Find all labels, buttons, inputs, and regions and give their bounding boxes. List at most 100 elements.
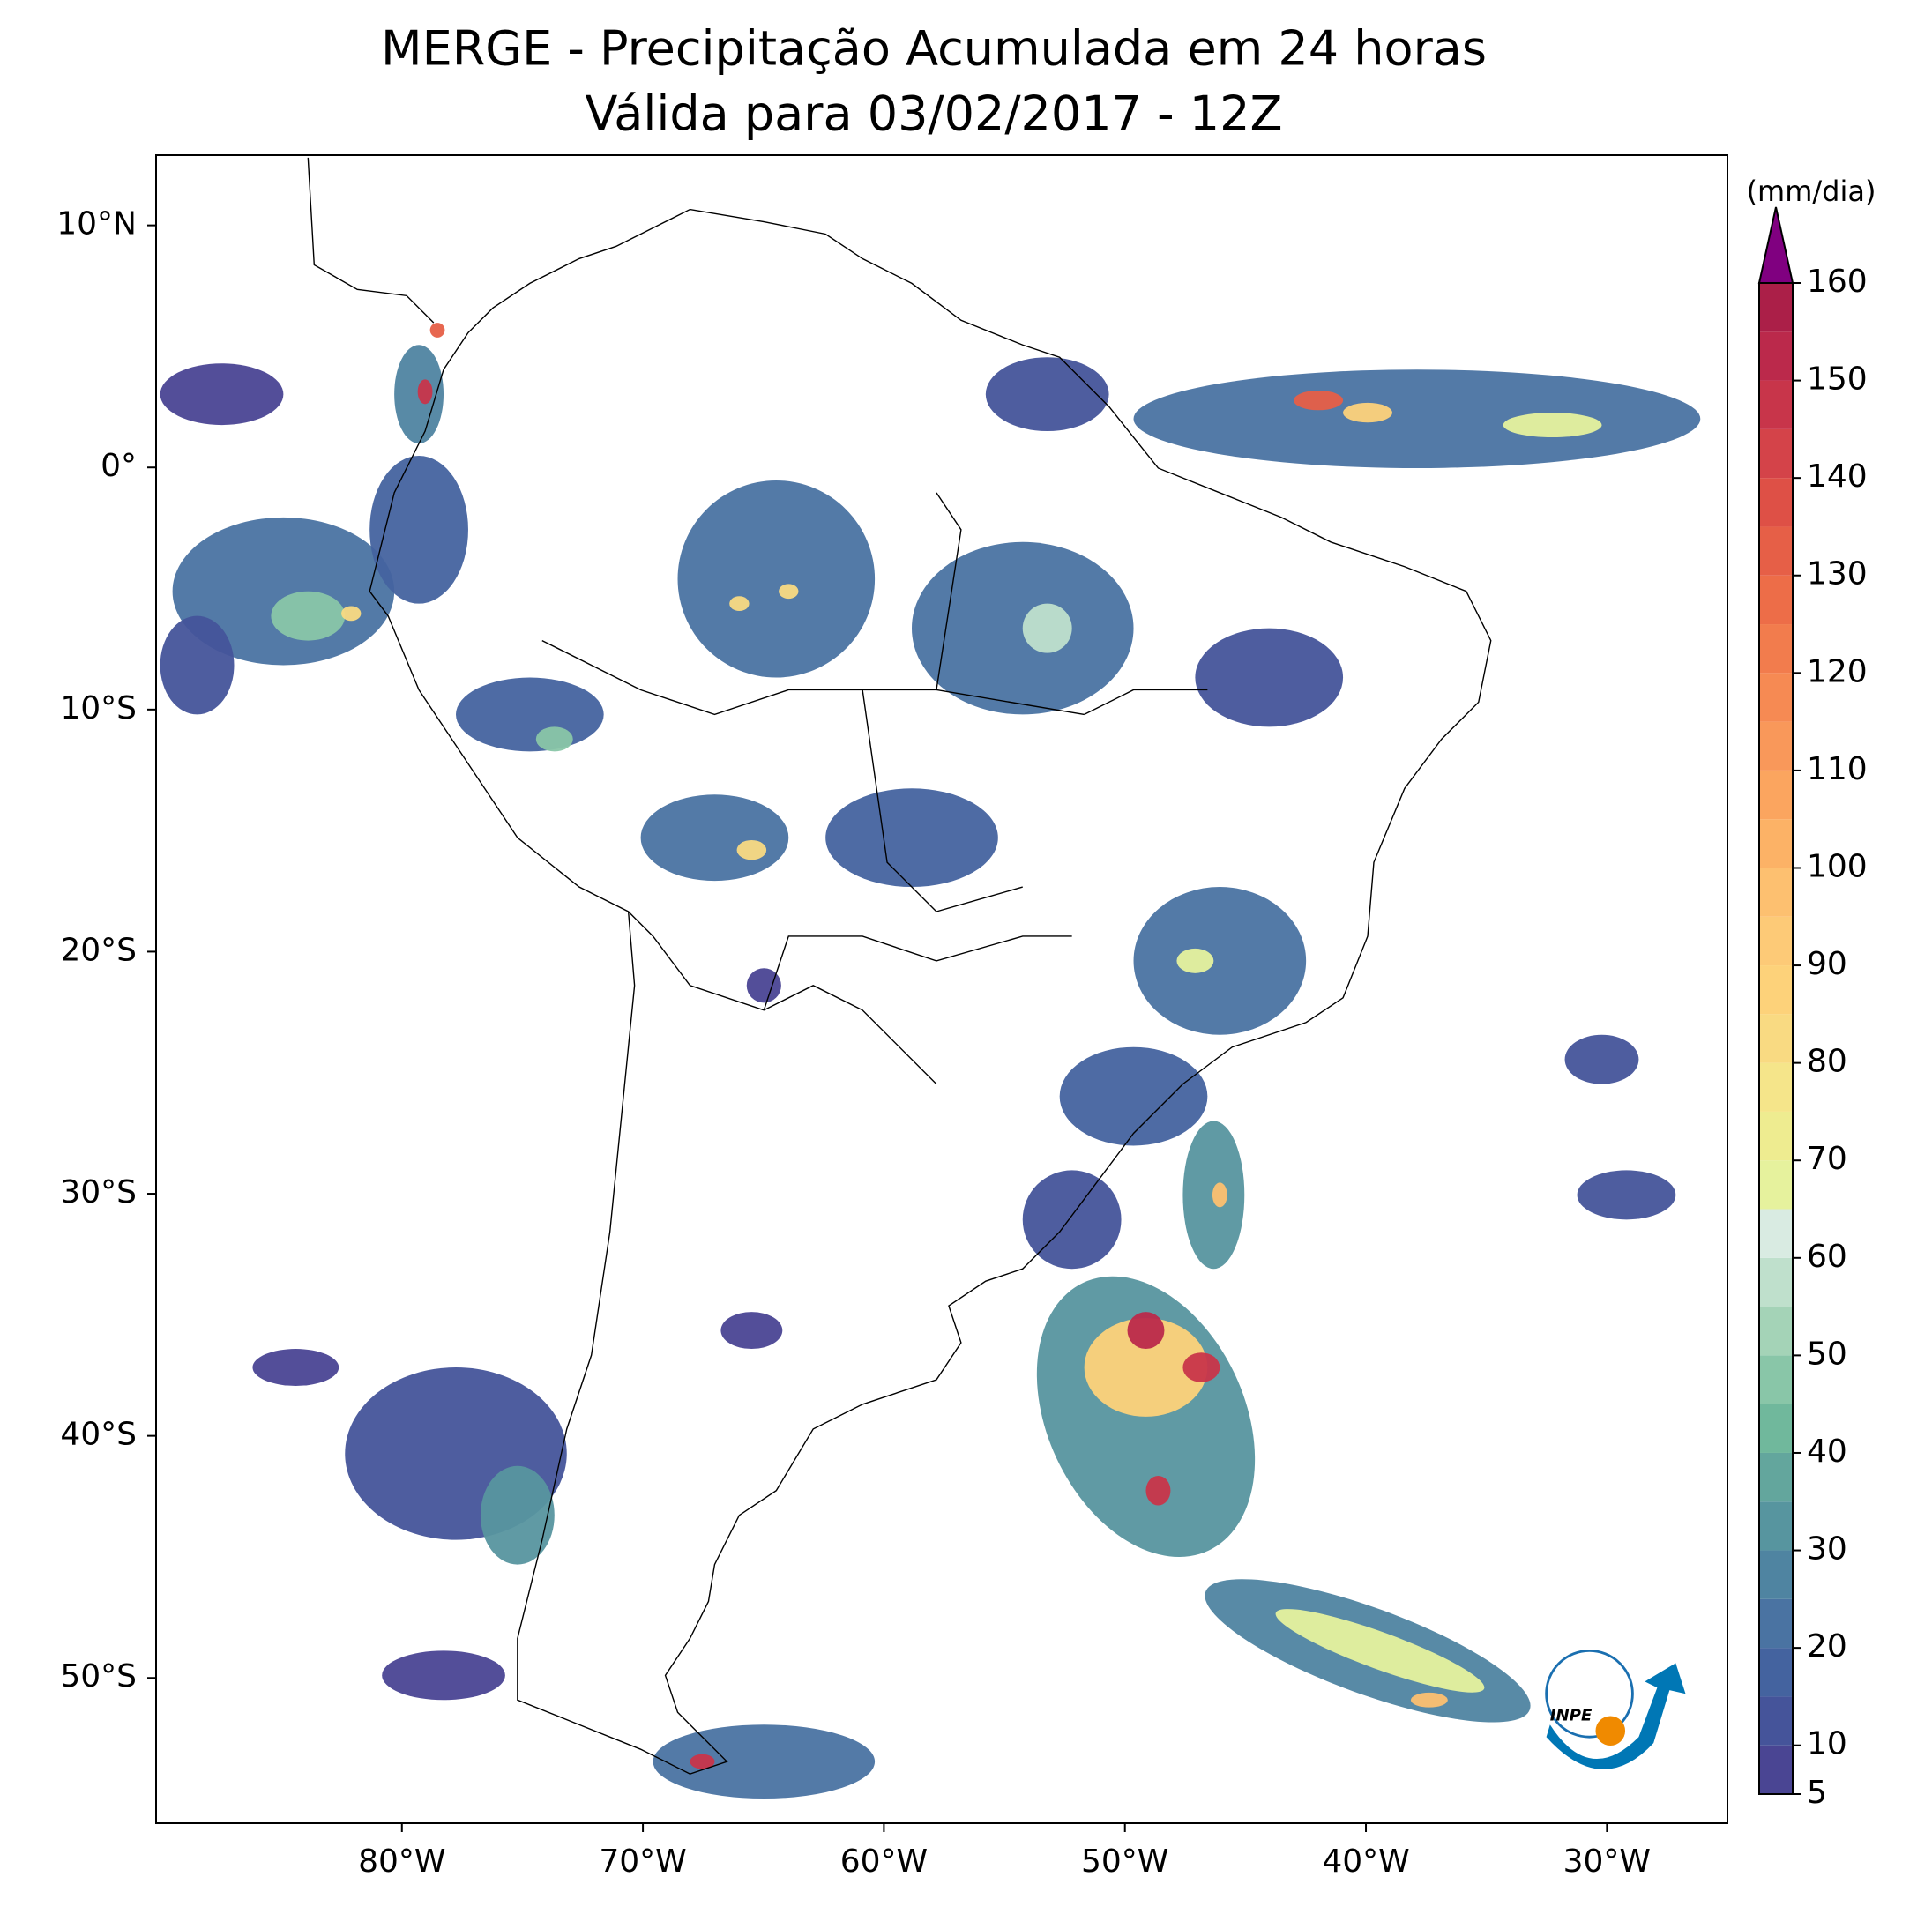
rain-area	[535, 726, 573, 752]
colorbar-segment	[1759, 331, 1793, 381]
subtitle: Válida para 03/02/2017 - 12Z	[586, 86, 1283, 142]
rain-area	[779, 584, 799, 600]
colorbar-tick-label: 100	[1807, 848, 1868, 884]
map-boundary	[369, 208, 1492, 1775]
colorbar-segment	[1759, 1696, 1793, 1746]
rain-area	[341, 606, 362, 622]
colorbar-label: (mm/dia)	[1747, 175, 1876, 208]
colorbar-segment	[1759, 819, 1793, 868]
y-tick-label: 0°	[101, 448, 137, 484]
colorbar-tick-label: 110	[1807, 751, 1868, 787]
rain-area	[160, 615, 235, 715]
rain-area	[1343, 402, 1392, 423]
rain-area	[252, 1349, 339, 1386]
colorbar-segment	[1759, 1257, 1793, 1307]
colorbar-segment	[1759, 575, 1793, 625]
x-tick-label: 80°W	[358, 1843, 445, 1880]
x-tick-label: 40°W	[1322, 1843, 1409, 1880]
colorbar-segment	[1759, 1111, 1793, 1161]
x-tick-label: 60°W	[840, 1843, 928, 1880]
colorbar-segment	[1759, 624, 1793, 674]
y-tick-label: 20°S	[60, 932, 137, 968]
colorbar-tick-label: 30	[1807, 1531, 1847, 1568]
y-tick-label: 10°S	[60, 690, 137, 726]
colorbar-tick-label: 70	[1807, 1141, 1847, 1177]
x-tick-label: 70°W	[599, 1843, 686, 1880]
rain-area	[736, 839, 767, 860]
rain-area	[1545, 1649, 1634, 1739]
rain-area	[271, 591, 346, 641]
colorbar-segment	[1759, 428, 1793, 479]
y-tick-label: 50°S	[60, 1658, 137, 1694]
colorbar-extend	[1757, 206, 1794, 284]
rain-area	[1294, 390, 1344, 411]
colorbar-segment	[1759, 283, 1793, 332]
map-content	[160, 157, 1701, 1799]
rain-area	[429, 323, 445, 338]
colorbar-tick-label: 50	[1807, 1336, 1847, 1372]
colorbar-segment	[1759, 380, 1793, 429]
y-tick-label: 30°S	[60, 1174, 137, 1210]
logo-text: INPE	[1550, 1706, 1593, 1724]
colorbar-tick-label: 20	[1807, 1628, 1847, 1665]
rain-area	[1195, 628, 1344, 727]
rain-area	[746, 968, 781, 1003]
colorbar-tick-label: 150	[1807, 361, 1868, 398]
colorbar-segment	[1759, 478, 1793, 527]
colorbar-segment	[1759, 916, 1793, 966]
rain-area	[985, 357, 1109, 432]
colorbar-frame	[1758, 282, 1794, 1795]
colorbar-segment	[1759, 673, 1793, 722]
colorbar-segment	[1759, 1598, 1793, 1649]
rain-area	[1133, 887, 1307, 1035]
rain-area	[1059, 1046, 1208, 1146]
rain-area	[1145, 1475, 1171, 1506]
colorbar-segment	[1759, 1648, 1793, 1697]
rain-area	[653, 1724, 876, 1799]
colorbar-segment	[1759, 1404, 1793, 1453]
rain-area	[1084, 1318, 1208, 1417]
colorbar-segment	[1759, 1501, 1793, 1551]
colorbar-tick-label: 130	[1807, 556, 1868, 592]
rain-area	[1595, 1716, 1626, 1746]
rain-area	[160, 363, 284, 426]
colorbar-tick-label: 160	[1807, 264, 1868, 300]
colorbar-segment	[1759, 1209, 1793, 1258]
colorbar-segment	[1759, 1355, 1793, 1404]
colorbar-tick-label: 10	[1807, 1726, 1847, 1762]
rain-area	[825, 788, 998, 888]
map-boundary	[307, 157, 1208, 1085]
rain-area	[1564, 1034, 1639, 1084]
rain-area	[480, 1465, 555, 1565]
colorbar-tick-label: 60	[1807, 1239, 1847, 1275]
colorbar-segment	[1759, 965, 1793, 1015]
colorbar-segment	[1759, 1307, 1793, 1356]
rain-area	[640, 794, 789, 882]
colorbar-segment	[1759, 1550, 1793, 1599]
logo: INPE	[1545, 1649, 1686, 1769]
rain-area	[1176, 948, 1214, 973]
colorbar-tick-label: 90	[1807, 946, 1847, 982]
map-frame	[155, 154, 1728, 1824]
x-tick-label: 50°W	[1081, 1843, 1168, 1880]
colorbar-segment	[1759, 1014, 1793, 1063]
rain-area	[720, 1312, 783, 1350]
colorbar-segment	[1759, 868, 1793, 917]
rain-area	[677, 480, 876, 678]
colorbar-tick-label: 80	[1807, 1044, 1847, 1080]
rain-area	[456, 677, 604, 752]
x-tick-label: 30°W	[1563, 1843, 1651, 1880]
colorbar-segment	[1759, 1745, 1793, 1794]
rain-area	[1212, 1182, 1227, 1208]
rain-area	[1182, 1352, 1220, 1382]
colorbar-tick-label: 120	[1807, 653, 1868, 689]
colorbar-segment	[1759, 770, 1793, 820]
colorbar-tick-label: 140	[1807, 458, 1868, 495]
rain-area	[1275, 1609, 1485, 1693]
rain-area	[1503, 413, 1602, 438]
colorbar-tick-label: 40	[1807, 1434, 1847, 1470]
title: MERGE - Precipitação Acumulada em 24 hor…	[381, 21, 1487, 77]
rain-area	[1022, 603, 1072, 653]
colorbar-segment	[1759, 1160, 1793, 1210]
